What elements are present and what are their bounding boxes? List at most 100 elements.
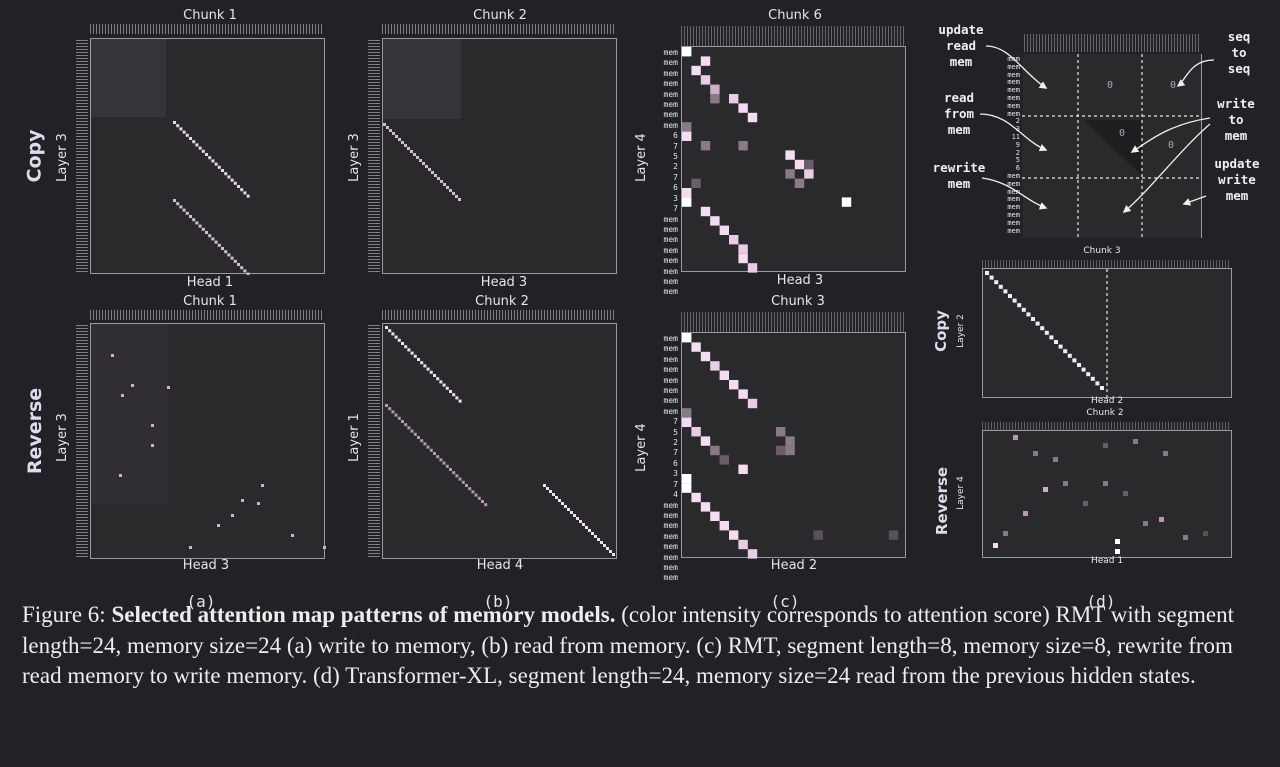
- row-label: mem: [663, 235, 678, 245]
- row-label: 4: [673, 490, 678, 500]
- attention-cell: [682, 188, 692, 198]
- diagonal-cell: [434, 174, 437, 177]
- diagonal-cell: [555, 496, 558, 499]
- attention-cell: [776, 427, 786, 437]
- memory-region: [383, 39, 461, 119]
- attention-cell: [121, 394, 124, 397]
- panel-a-top-head-label: Head 1: [186, 275, 234, 290]
- zero-mid-right: 0: [1168, 140, 1175, 151]
- diagonal-cell: [439, 458, 443, 462]
- diagonal-cell: [449, 189, 452, 192]
- row-label: mem: [663, 521, 678, 531]
- panel-c-top-row-labels: mem mem mem mem mem mem mem mem 6 7 5 2 7 6 3 7 mem mem me…: [646, 48, 678, 298]
- row-label: mem: [1007, 226, 1020, 235]
- attention-cell: [111, 354, 114, 357]
- diagonal-cell: [431, 171, 434, 174]
- attention-cell: [241, 499, 244, 502]
- diagonal-cell: [1008, 294, 1012, 298]
- panel-d-copy-layer-label: Layer 2: [955, 314, 966, 348]
- diagonal-cell: [471, 490, 475, 494]
- row-label: mem: [663, 334, 678, 343]
- diagonal-cell: [217, 165, 221, 169]
- row-label: mem: [663, 214, 678, 224]
- diagonal-cell: [436, 455, 440, 459]
- row-label: mem: [663, 287, 678, 297]
- attention-cell: [700, 502, 711, 512]
- panel-b-bottom-attention-map: [382, 323, 617, 559]
- panel-c-sublabel: (c): [770, 592, 800, 611]
- diagonal-cell: [546, 487, 549, 490]
- diagonal-cell: [998, 284, 1003, 289]
- attention-cell: [682, 474, 692, 484]
- diagonal-cell: [240, 266, 244, 270]
- row-label: mem: [663, 224, 678, 234]
- diagonal-cell: [1031, 317, 1035, 321]
- diagonal-cell: [214, 162, 218, 166]
- attention-cell: [747, 549, 758, 559]
- attention-cell: [710, 511, 720, 521]
- row-label: 3: [673, 193, 678, 203]
- attention-cell: [1123, 491, 1128, 496]
- row-label: 7: [673, 172, 678, 182]
- row-label: mem: [663, 344, 678, 354]
- row-label-copy: Copy: [23, 129, 46, 183]
- row-label: mem: [663, 365, 678, 375]
- attention-cell: [691, 178, 701, 188]
- row-label: 3: [673, 469, 678, 479]
- diagonal-cell: [468, 487, 472, 491]
- panel-a-sublabel: (a): [186, 592, 216, 611]
- diagonal-cell: [1012, 298, 1017, 303]
- panel-b-bottom-chunk-title: Chunk 2: [475, 294, 529, 309]
- attention-cell: [785, 445, 795, 456]
- diagonal-cell: [423, 442, 427, 446]
- row-label: 7: [673, 204, 678, 214]
- attention-cell: [738, 389, 748, 399]
- diagonal-cell: [240, 188, 244, 192]
- attention-cell: [719, 225, 729, 235]
- panel-c-top-col-ticks: [681, 26, 905, 46]
- diagonal-cell: [1063, 349, 1068, 354]
- diagonal-cell: [189, 215, 192, 218]
- attention-cell: [1203, 531, 1208, 536]
- diagonal-cell: [407, 426, 411, 430]
- diagonal-cell: [388, 407, 392, 411]
- diagonal-cell: [243, 191, 247, 195]
- panel-c-top-attention-map: [681, 46, 906, 273]
- diagonal-cell: [1086, 372, 1091, 377]
- attention-cell: [794, 178, 805, 188]
- attention-cell: [257, 502, 260, 505]
- diagonal-cell: [401, 141, 404, 144]
- zero-mid-middle: 0: [1119, 128, 1126, 139]
- attention-cell: [682, 483, 692, 493]
- attention-cell: [710, 445, 720, 456]
- diagonal-cell: [579, 520, 582, 523]
- attention-cell: [1053, 457, 1058, 462]
- attention-cell: [189, 546, 192, 549]
- attention-cell: [785, 150, 795, 160]
- attention-cell: [1163, 451, 1168, 456]
- diagonal-cell: [994, 280, 999, 285]
- diagonal-cell: [385, 326, 388, 329]
- diagonal-cell: [413, 432, 417, 436]
- panel-b-sublabel: (b): [483, 592, 513, 611]
- row-label: mem: [663, 573, 678, 583]
- diagonal-cell: [606, 547, 609, 550]
- diagonal-cell: [192, 140, 196, 144]
- diagonal-cell: [1081, 367, 1086, 372]
- panel-a-top-col-ticks: [90, 24, 324, 34]
- row-label: mem: [663, 500, 678, 510]
- panel-a-top-row-ticks: [76, 40, 88, 274]
- diagonal-cell: [564, 505, 567, 508]
- attention-cell: [719, 521, 729, 531]
- diagonal-cell: [176, 124, 180, 128]
- diagonal-cell: [465, 484, 468, 487]
- diagonal-cell: [612, 553, 615, 556]
- attention-cell: [785, 436, 795, 446]
- panel-c-bottom-row-labels: mem mem mem mem mem mem mem mem 7 5 2 7 6 3 7 4 mem mem me…: [646, 334, 678, 584]
- diagonal-cell: [458, 399, 462, 403]
- attention-cell: [1003, 531, 1008, 536]
- row-label: mem: [663, 531, 678, 541]
- diagonal-cell: [426, 445, 430, 449]
- diagonal-cell: [600, 541, 603, 544]
- attention-cell: [691, 342, 701, 352]
